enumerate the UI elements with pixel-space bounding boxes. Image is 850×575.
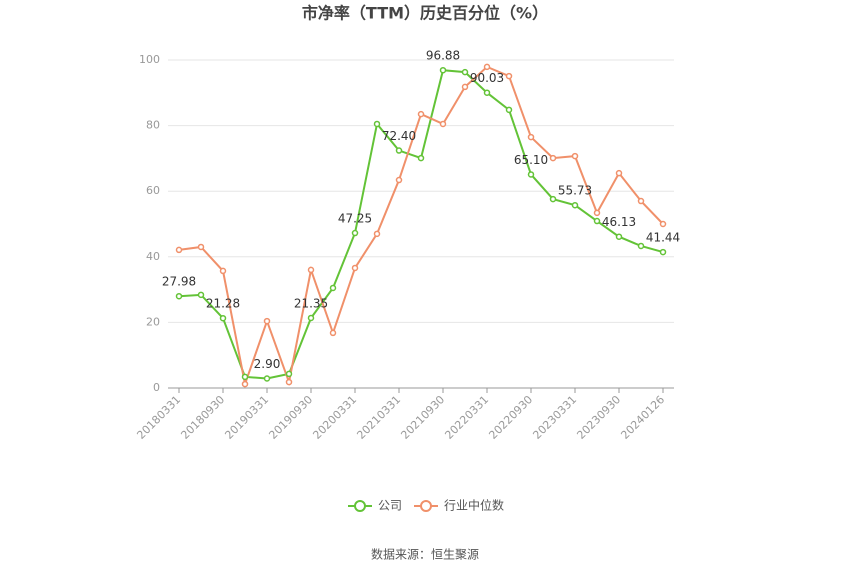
point	[527, 133, 535, 141]
point	[505, 106, 513, 114]
y-tick-label: 80	[146, 119, 160, 132]
point	[329, 329, 337, 337]
x-tick-label: 20190930	[266, 393, 315, 442]
y-tick-label: 60	[146, 184, 160, 197]
point	[417, 154, 425, 162]
x-tick-label: 20210331	[354, 393, 403, 442]
point	[395, 176, 403, 184]
point	[395, 147, 403, 154]
point	[219, 267, 227, 275]
data-label: 72.40	[382, 129, 416, 143]
point	[549, 154, 557, 162]
point	[615, 169, 623, 177]
point	[571, 152, 579, 160]
point	[197, 291, 205, 299]
point	[439, 120, 447, 128]
point	[285, 378, 293, 386]
point	[197, 243, 205, 251]
point	[659, 220, 667, 228]
y-tick-label: 0	[153, 381, 160, 394]
legend-label: 公司	[378, 499, 402, 513]
point	[593, 209, 601, 217]
data-label: 65.10	[514, 153, 548, 167]
point	[307, 314, 315, 322]
point	[351, 229, 359, 237]
point	[527, 171, 535, 178]
legend-marker	[420, 500, 432, 512]
y-tick-label: 40	[146, 250, 160, 263]
data-label: 21.35	[294, 296, 328, 310]
legend-marker	[354, 500, 366, 512]
point	[307, 266, 315, 274]
point	[483, 89, 491, 96]
x-tick-label: 20220331	[442, 393, 491, 442]
point	[549, 195, 557, 203]
x-tick-label: 20190331	[222, 393, 271, 442]
data-label: 47.25	[338, 212, 372, 226]
x-tick-label: 20200331	[310, 393, 359, 442]
point	[505, 72, 513, 80]
point	[461, 68, 469, 76]
data-label: 27.98	[162, 275, 196, 289]
point	[351, 264, 359, 272]
point	[637, 242, 645, 250]
data-label: 2.90	[254, 357, 281, 371]
data-label: 96.88	[426, 49, 460, 63]
x-tick-label: 20220930	[486, 393, 535, 442]
point	[461, 83, 469, 91]
y-tick-label: 100	[139, 53, 160, 66]
point	[241, 373, 249, 381]
point	[285, 370, 293, 378]
point	[417, 110, 425, 118]
point	[263, 375, 271, 382]
point	[219, 314, 227, 322]
y-tick-label: 20	[146, 315, 160, 328]
x-tick-label: 20230930	[574, 393, 623, 442]
data-label: 41.44	[646, 231, 680, 245]
point	[615, 233, 623, 240]
point	[571, 201, 579, 209]
data-label: 90.03	[470, 71, 504, 85]
source: 数据来源：恒生聚源	[371, 547, 479, 562]
point	[175, 246, 183, 254]
x-tick-label: 20180331	[134, 393, 183, 442]
x-tick-label: 20230331	[530, 393, 579, 442]
x-tick-label: 20240126	[618, 393, 667, 442]
legend-label: 行业中位数	[444, 498, 504, 513]
chart-title: 市净率（TTM）历史百分位（%）	[302, 4, 548, 23]
point	[483, 63, 491, 71]
x-tick-label: 20180930	[178, 393, 227, 442]
data-label: 21.28	[206, 297, 240, 311]
data-label: 46.13	[602, 215, 636, 229]
point	[659, 248, 667, 256]
point	[175, 292, 183, 300]
point	[439, 66, 447, 74]
point	[329, 284, 337, 292]
data-label: 55.73	[558, 184, 592, 198]
point	[593, 217, 601, 225]
point	[373, 120, 381, 128]
point	[373, 230, 381, 238]
point	[263, 317, 271, 325]
point	[241, 380, 249, 388]
x-tick-label: 20210930	[398, 393, 447, 442]
point	[637, 197, 645, 205]
